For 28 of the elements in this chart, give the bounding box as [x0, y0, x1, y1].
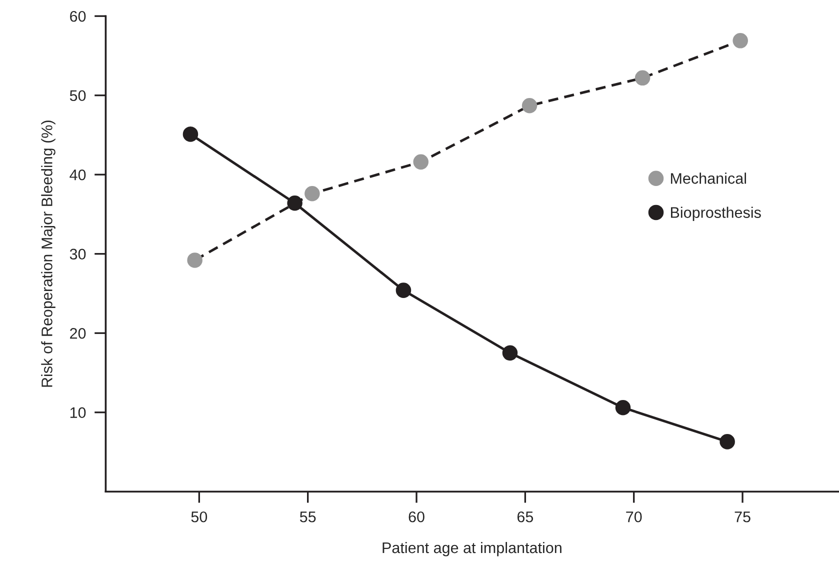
y-tick-label: 50	[70, 90, 86, 102]
x-tick-label: 60	[408, 511, 424, 522]
x-tick-label: 75	[734, 512, 750, 522]
point	[396, 282, 412, 298]
point	[502, 345, 518, 361]
y-tick-label: 30	[70, 248, 86, 260]
x-tick-label: 70	[626, 511, 642, 522]
legend-label: Mechanical	[670, 172, 746, 184]
point	[634, 70, 650, 86]
point	[522, 98, 538, 114]
legend-label: Bioprosthesis	[670, 206, 761, 221]
y-axis-title: Risk of Reoperation Major Bleeding (%)	[41, 120, 56, 387]
x-tick-label: 65	[517, 511, 534, 522]
point	[615, 400, 631, 416]
point	[413, 154, 428, 170]
point	[304, 186, 320, 202]
point	[182, 126, 198, 142]
y-tick-label: 60	[70, 10, 86, 22]
y-tick-label: 40	[70, 169, 86, 180]
point	[732, 33, 748, 48]
x-tick-label: 50	[191, 511, 208, 522]
y-tick-label: 10	[70, 407, 86, 418]
point	[287, 196, 302, 211]
point	[720, 434, 735, 450]
x-axis-title: Patient age at implantation	[382, 542, 562, 556]
point	[187, 252, 202, 268]
x-tick-label: 55	[300, 512, 316, 522]
y-tick-label: 20	[70, 328, 86, 339]
